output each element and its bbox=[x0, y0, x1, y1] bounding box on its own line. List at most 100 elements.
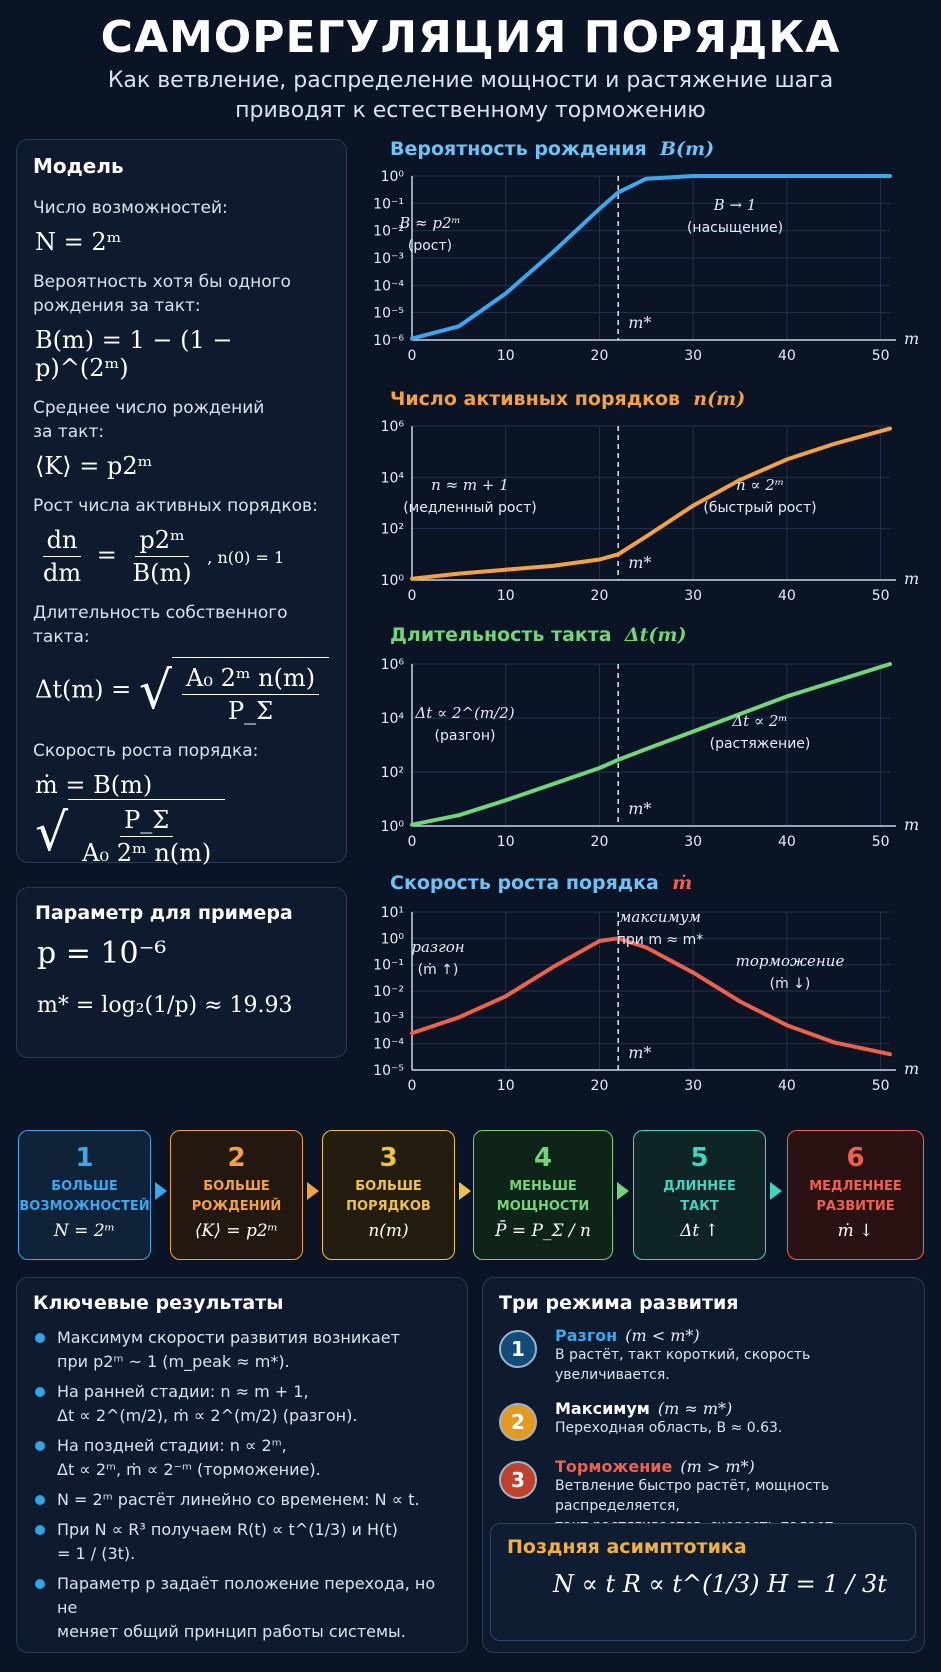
model-text-3b: за такт: bbox=[33, 422, 105, 442]
flow-label-line-1: БОЛЬШЕ bbox=[203, 1179, 270, 1194]
y-tick-label: 10² bbox=[381, 522, 404, 538]
flow-step-label: БОЛЬШЕ РОЖДЕНИЙ bbox=[171, 1177, 302, 1217]
x-tick-label: 10 bbox=[497, 588, 515, 604]
results-list: Максимум скорости развития возникает при … bbox=[33, 1326, 451, 1644]
y-tick-label: 10² bbox=[381, 765, 404, 781]
mode-condition: (m < m*) bbox=[625, 1326, 700, 1345]
x-axis-label: m bbox=[904, 1059, 919, 1078]
x-tick-label: 10 bbox=[497, 1078, 515, 1094]
y-tick-label: 10⁻³ bbox=[373, 1010, 404, 1026]
y-tick-label: 10⁰ bbox=[381, 819, 405, 835]
x-tick-label: 30 bbox=[684, 834, 702, 850]
p2m: p2ᵐ bbox=[135, 526, 189, 557]
model-text-4: Рост числа активных порядков: bbox=[33, 496, 318, 516]
x-tick-label: 20 bbox=[591, 834, 609, 850]
annotation-sub: (ṁ ↓) bbox=[770, 976, 811, 992]
annotation-main: Δt ∝ 2^(m/2) bbox=[414, 704, 514, 722]
series-line bbox=[410, 426, 892, 581]
flow-step-label: БОЛЬШЕ ПОРЯДКОВ bbox=[323, 1177, 454, 1217]
dt-num: A₀ 2ᵐ n(m) bbox=[181, 664, 320, 695]
flow-label-line-1: БОЛЬШЕ bbox=[355, 1179, 422, 1194]
x-tick-label: 0 bbox=[408, 834, 417, 850]
x-tick-label: 40 bbox=[778, 834, 796, 850]
modes-title: Три режима развития bbox=[499, 1292, 739, 1314]
annotation-sub: при m ≈ m* bbox=[617, 932, 704, 948]
model-text-2b: рождения за такт: bbox=[33, 296, 201, 316]
y-tick-label: 10⁻⁴ bbox=[373, 1037, 404, 1053]
x-tick-label: 50 bbox=[872, 588, 890, 604]
result-line-2: при p2ᵐ ~ 1 (m_peak ≈ m*). bbox=[57, 1352, 290, 1371]
chart-1-title: Вероятность рождения B(m) bbox=[390, 138, 715, 160]
x-tick-label: 50 bbox=[872, 1078, 890, 1094]
y-tick-label: 10⁰ bbox=[381, 169, 405, 185]
flow-label-line-2: РАЗВИТИЕ bbox=[816, 1199, 895, 1214]
x-tick-label: 40 bbox=[778, 348, 796, 364]
flow-step-label: БОЛЬШЕ ВОЗМОЖНОСТЕЙ bbox=[19, 1177, 150, 1217]
flow-step-number: 6 bbox=[846, 1143, 865, 1173]
header: САМОРЕГУЛЯЦИЯ ПОРЯДКА Как ветвление, рас… bbox=[0, 10, 941, 126]
flow-step-formula: P̄ = P_Σ / n bbox=[495, 1221, 591, 1241]
formula-n: N = 2ᵐ bbox=[35, 228, 122, 256]
flow-step-label: ДЛИННЕЕ ТАКТ bbox=[634, 1177, 765, 1217]
flow-arrow-icon bbox=[459, 1182, 471, 1200]
y-tick-label: 10⁻⁶ bbox=[373, 333, 404, 349]
x-axis-label: m bbox=[904, 329, 919, 348]
x-tick-label: 20 bbox=[591, 588, 609, 604]
flow-step-formula: Δt ↑ bbox=[680, 1221, 719, 1241]
y-tick-label: 10⁰ bbox=[381, 573, 405, 589]
mode-heading: Максимум (m ≈ m*) bbox=[555, 1399, 908, 1418]
dn: dn bbox=[42, 526, 82, 557]
m-star-label: m* bbox=[628, 799, 651, 818]
series-line bbox=[410, 936, 892, 1057]
flow-step-4: 4 МЕНЬШЕ МОЩНОСТИ P̄ = P_Σ / n bbox=[473, 1130, 613, 1260]
flow-label-line-1: БОЛЬШЕ bbox=[51, 1179, 118, 1194]
mode-number-badge: 2 bbox=[499, 1403, 537, 1441]
bm: B(m) bbox=[132, 559, 192, 587]
y-tick-label: 10⁰ bbox=[381, 931, 405, 947]
dt-left: Δt(m) = bbox=[35, 675, 132, 704]
result-line-1: На ранней стадии: n ≈ m + 1, bbox=[57, 1382, 309, 1401]
mode-number-badge: 1 bbox=[499, 1330, 537, 1368]
y-tick-label: 10⁻⁴ bbox=[373, 278, 404, 294]
sqrt-icon: √ bbox=[35, 803, 69, 863]
y-tick-label: 10⁻¹ bbox=[373, 958, 404, 974]
flow-step-formula: ⟨K⟩ = p2ᵐ bbox=[194, 1221, 279, 1241]
annotation-sub: (насыщение) bbox=[687, 220, 783, 236]
y-tick-label: 10⁻⁵ bbox=[373, 1063, 404, 1079]
flow-step-number: 3 bbox=[379, 1143, 398, 1173]
annotation-main: Δt ∝ 2ᵐ bbox=[731, 712, 787, 730]
chart-4-title: Скорость роста порядка ṁ bbox=[390, 872, 693, 894]
m-star-label: m* bbox=[628, 1043, 651, 1062]
result-line-2: Δt ∝ 2^(m/2), ṁ ∝ 2^(m/2) (разгон). bbox=[57, 1406, 358, 1425]
x-tick-label: 20 bbox=[591, 1078, 609, 1094]
mode-name: Максимум bbox=[555, 1399, 650, 1418]
mode-condition: (m ≈ m*) bbox=[657, 1399, 733, 1418]
asymptotics-box: Поздняя асимптотика N ∝ t R ∝ t^(1/3) H … bbox=[490, 1523, 916, 1641]
flow-step-2: 2 БОЛЬШЕ РОЖДЕНИЙ ⟨K⟩ = p2ᵐ bbox=[170, 1130, 303, 1260]
annotation-main: B ≈ p2ᵐ bbox=[398, 214, 460, 232]
mode-description: B растёт, такт короткий, скорость увелич… bbox=[555, 1347, 811, 1383]
formula-dt: Δt(m) = √ A₀ 2ᵐ n(m) P_Σ bbox=[35, 657, 330, 725]
x-tick-label: 30 bbox=[684, 348, 702, 364]
model-panel: Модель Число возможностей: N = 2ᵐ Вероят… bbox=[16, 139, 347, 867]
annotation-sub: (растяжение) bbox=[710, 736, 811, 752]
result-line-1: Параметр p задаёт положение перехода, но… bbox=[57, 1574, 436, 1617]
x-tick-label: 20 bbox=[591, 348, 609, 364]
flow-label-line-1: МЕДЛЕННЕЕ bbox=[809, 1179, 902, 1194]
result-item: При N ∝ R³ получаем R(t) ∝ t^(1/3) и H(t… bbox=[33, 1518, 451, 1566]
result-line-1: N = 2ᵐ растёт линейно со временем: N ∝ t… bbox=[57, 1490, 420, 1509]
chart-tick-duration: 10⁰ 10² 10⁴ 10⁶ 0 10 20 30 40 50 m m* Δt ∝ 2^(m/2) (р… bbox=[381, 657, 920, 850]
mdot-num: P_Σ bbox=[120, 806, 174, 837]
y-tick-label: 10⁶ bbox=[381, 657, 405, 673]
flow-step-number: 2 bbox=[227, 1143, 246, 1173]
mode-name: Разгон bbox=[555, 1326, 618, 1345]
mode-number-badge: 3 bbox=[499, 1461, 537, 1499]
flow-step-number: 5 bbox=[690, 1143, 709, 1173]
modes-list: 1 Разгон (m < m*) B растёт, такт короткий, … bbox=[499, 1326, 908, 1536]
flow-arrow-icon bbox=[307, 1182, 319, 1200]
subtitle-line-1: Как ветвление, распределение мощности и … bbox=[107, 68, 834, 93]
flow-step-1: 1 БОЛЬШЕ ВОЗМОЖНОСТЕЙ N = 2ᵐ bbox=[18, 1130, 151, 1260]
flow-label-line-1: МЕНЬШЕ bbox=[509, 1179, 577, 1194]
y-tick-label: 10⁻⁵ bbox=[373, 306, 404, 322]
page-title: САМОРЕГУЛЯЦИЯ ПОРЯДКА bbox=[100, 12, 841, 63]
